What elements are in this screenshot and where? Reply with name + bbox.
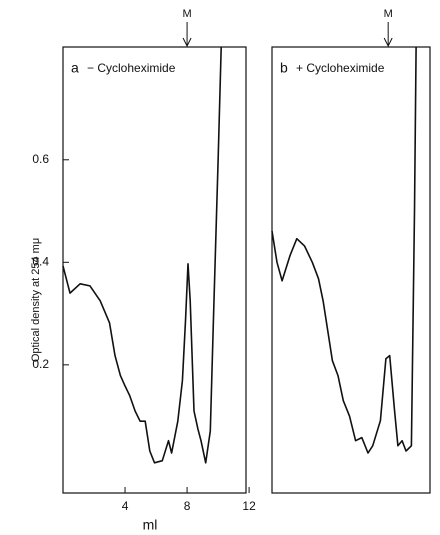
y-tick-label: 0.4 [32, 254, 49, 268]
panel-label: b [280, 60, 288, 76]
plot-frame [271, 46, 431, 494]
y-axis-label: Optical density at 254 mμ [30, 238, 42, 362]
data-line [271, 46, 417, 454]
x-tick-label: 4 [122, 499, 129, 513]
x-tick-label: 12 [242, 499, 256, 513]
annotation-arrowhead [182, 37, 192, 48]
annotation: M [384, 8, 393, 20]
panel-title: + Cycloheximide [296, 61, 385, 75]
panel-title: − Cycloheximide [87, 61, 176, 75]
y-tick-label: 0.6 [32, 152, 49, 166]
data-line [62, 46, 222, 464]
annotation-arrowhead [383, 37, 393, 48]
panel-label: a [71, 60, 79, 76]
annotation: M [182, 8, 191, 20]
y-tick-label: 0.2 [32, 357, 49, 371]
plot-frame [62, 46, 247, 494]
x-axis-label: ml [143, 517, 158, 533]
x-tick-label: 8 [184, 499, 191, 513]
